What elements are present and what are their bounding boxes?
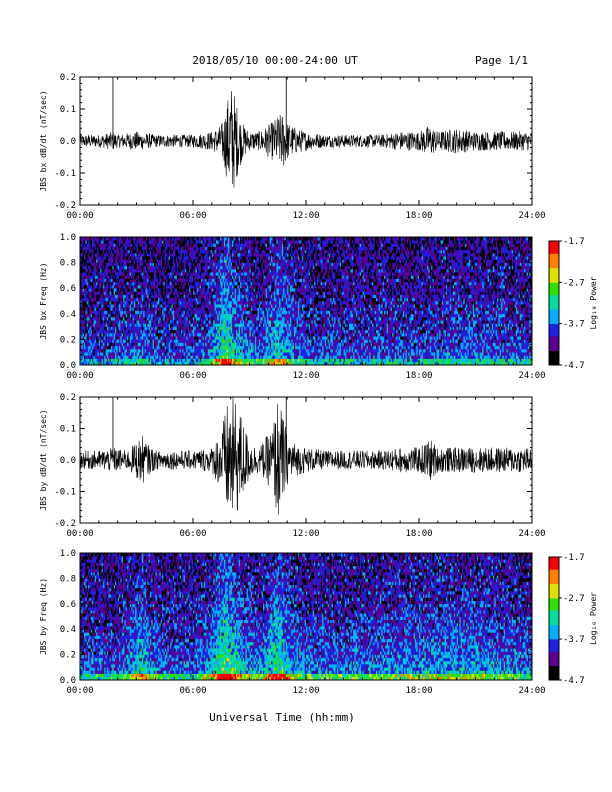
by-spectrogram-panel: 1.0 0.8 0.6 0.4 0.2 0.000:00 06:00 12:00 18:00 24… — [39, 549, 546, 696]
y-tick-label: 0.6 — [60, 284, 76, 294]
x-tick-label: 18:00 — [405, 371, 432, 381]
x-tick-label: 06:00 — [179, 371, 206, 381]
y-tick-label: 0.4 — [60, 625, 76, 635]
x-tick-label: 24:00 — [518, 686, 545, 696]
x-tick-label: 24:00 — [518, 211, 545, 221]
y-tick-label: 0.2 — [60, 335, 76, 345]
x-tick-label: 18:00 — [405, 211, 432, 221]
x-tick-label: 00:00 — [66, 371, 93, 381]
bx-colorbar: -1.7 -2.7 -3.7 -4.7 Log₁₀ Power — [549, 237, 598, 371]
x-tick-label: 18:00 — [405, 686, 432, 696]
y-tick-label: 0.8 — [60, 574, 76, 584]
y-tick-label: 0.1 — [60, 425, 76, 435]
y-axis-label: JBS bx Freq (Hz) — [39, 262, 48, 339]
x-tick-label: 06:00 — [179, 211, 206, 221]
colorbar-label: Log₁₀ Power — [589, 276, 598, 329]
colorbar-tick-label: -4.7 — [563, 361, 585, 371]
y-tick-label: 0.0 — [60, 137, 76, 147]
y-tick-label: 0.4 — [60, 310, 76, 320]
y-tick-label: -0.1 — [54, 169, 76, 179]
y-tick-label: 1.0 — [60, 233, 76, 243]
y-tick-label: 0.2 — [60, 393, 76, 403]
y-tick-label: 0.2 — [60, 73, 76, 83]
y-axis-label: JBS by Freq (Hz) — [39, 578, 48, 655]
x-tick-label: 00:00 — [66, 211, 93, 221]
x-tick-label: 24:00 — [518, 371, 545, 381]
y-tick-label: -0.1 — [54, 488, 76, 498]
y-tick-label: 0.1 — [60, 105, 76, 115]
y-tick-label: -0.2 — [54, 519, 76, 529]
x-tick-label: 12:00 — [292, 211, 319, 221]
colorbar-tick-label: -4.7 — [563, 676, 585, 686]
colorbar-tick-label: -3.7 — [563, 320, 585, 330]
x-tick-label: 18:00 — [405, 529, 432, 539]
time-axis-label: Universal Time (hh:mm) — [209, 711, 355, 724]
y-tick-label: -0.2 — [54, 201, 76, 211]
page-indicator: Page 1/1 — [475, 54, 528, 67]
x-tick-label: 12:00 — [292, 529, 319, 539]
x-tick-label: 00:00 — [66, 686, 93, 696]
y-tick-label: 0.8 — [60, 259, 76, 269]
y-tick-label: 0.0 — [60, 676, 76, 686]
y-tick-label: 0.0 — [60, 361, 76, 371]
x-tick-label: 06:00 — [179, 686, 206, 696]
colorbar-label: Log₁₀ Power — [589, 592, 598, 645]
colorbar-tick-label: -3.7 — [563, 635, 585, 645]
colorbar-tick-label: -2.7 — [563, 594, 585, 604]
x-tick-label: 00:00 — [66, 529, 93, 539]
x-tick-label: 12:00 — [292, 371, 319, 381]
spectrogram-cells — [80, 553, 532, 680]
figure-title: 2018/05/10 00:00-24:00 UT — [192, 54, 358, 67]
y-tick-label: 0.0 — [60, 456, 76, 466]
y-tick-label: 0.6 — [60, 600, 76, 610]
y-axis-label: JBS bx dB/dt (nT/sec) — [39, 90, 48, 191]
y-tick-label: 0.2 — [60, 651, 76, 661]
by-colorbar: -1.7 -2.7 -3.7 -4.7 Log₁₀ Power — [549, 553, 598, 686]
by-waveform-panel: 0.2 0.1 0.0 -0.1 -0.200:00 06:00 12:00 18:00 24:… — [39, 393, 546, 539]
colorbar-tick-label: -1.7 — [563, 237, 585, 247]
x-tick-label: 24:00 — [518, 529, 545, 539]
spectrogram-cells — [80, 237, 532, 365]
y-axis-label: JBS by dB/dt (nT/sec) — [39, 409, 48, 510]
colorbar-tick-label: -2.7 — [563, 278, 585, 288]
bx-waveform-panel: 0.2 0.1 0.0 -0.1 -0.200:00 06:00 12:00 18:00 24:… — [39, 73, 546, 221]
x-tick-label: 06:00 — [179, 529, 206, 539]
colorbar-tick-label: -1.7 — [563, 553, 585, 563]
y-tick-label: 1.0 — [60, 549, 76, 559]
x-tick-label: 12:00 — [292, 686, 319, 696]
bx-spectrogram-panel: 1.0 0.8 0.6 0.4 0.2 0.000:00 06:00 12:00 18:00 24… — [39, 233, 546, 381]
